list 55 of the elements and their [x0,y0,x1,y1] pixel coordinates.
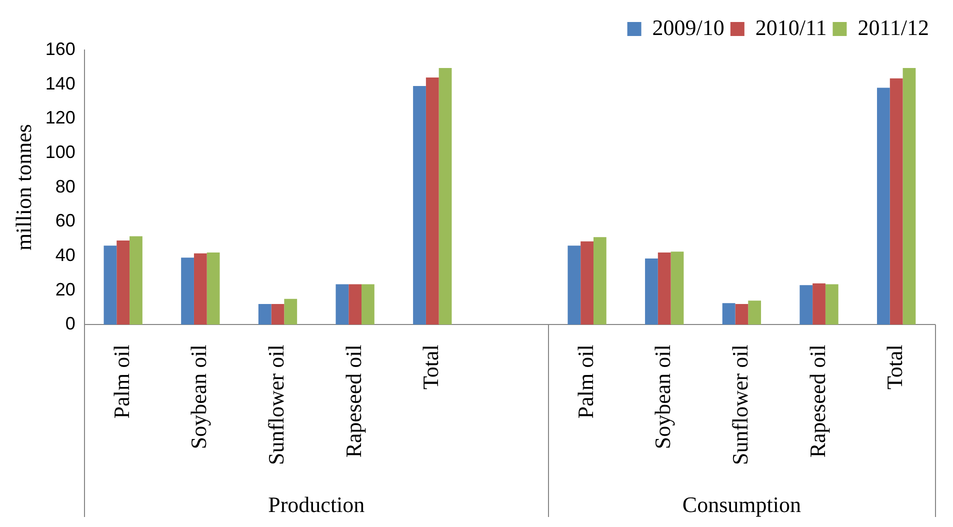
x-tick-label: Total [882,344,908,390]
bar [902,68,916,325]
bar [426,77,439,325]
y-tick-label: 0 [65,314,76,334]
x-tick-label: Rapeseed oil [340,344,366,458]
bar [336,284,349,325]
y-tick-label: 100 [45,142,76,162]
y-tick-label: 80 [55,176,76,196]
y-tick-label: 140 [45,73,76,94]
bar [670,252,684,325]
bar [104,246,117,325]
bar [722,303,736,325]
bar [181,258,194,325]
y-axis-title: million tonnes [10,124,36,251]
legend-label: 2009/10 [652,14,724,40]
bar [812,283,826,325]
bar [825,284,838,325]
y-tick-label: 20 [55,279,76,300]
x-tick-label: Sunflower oil [264,344,289,466]
text: Production [268,492,365,517]
bar [645,258,658,325]
x-tick-label: Palm oil [108,344,134,419]
x-tick-label: Soybean oil [650,344,676,450]
bar [194,253,207,325]
bar [593,237,606,325]
bar [271,304,284,325]
bar [116,240,130,325]
text: Consumption [682,492,801,517]
bar [258,304,272,325]
bar [284,298,298,325]
bar [800,285,813,325]
x-tick-label: Palm oil [572,344,598,419]
bar [438,68,452,325]
bar [362,284,374,325]
y-tick-label: 40 [55,244,76,265]
bar [413,86,426,325]
bar [877,88,890,325]
bar [735,304,748,325]
bar [568,246,581,325]
legend-label: 2010/11 [755,14,827,40]
bar [130,236,142,325]
x-tick-label: Soybean oil [186,344,212,450]
x-tick-label: Rapeseed oil [804,344,830,458]
bar [658,252,671,325]
bar [890,78,903,325]
x-tick-label: Sunflower oil [727,344,752,466]
bar [580,241,594,325]
x-tick-label: Total [418,344,444,390]
bar [206,252,220,325]
bar [348,284,362,325]
y-tick-label: 160 [45,38,76,59]
y-tick-label: 120 [45,108,76,128]
bar [748,300,762,325]
legend-label: 2011/12 [858,14,929,40]
y-tick-label: 60 [55,210,76,231]
